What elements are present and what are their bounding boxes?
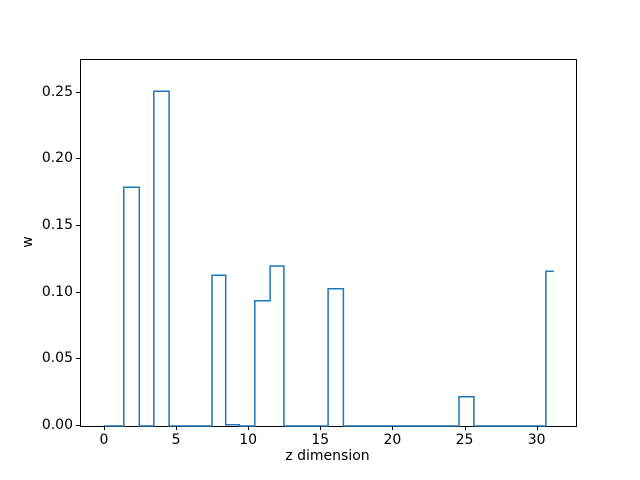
x-tick-mark — [176, 426, 178, 430]
x-axis-label: z dimension — [285, 448, 370, 464]
y-tick-mark — [76, 291, 80, 293]
y-tick-label: 0.20 — [41, 150, 73, 167]
y-tick-label: 0.15 — [41, 217, 73, 233]
y-tick-mark — [76, 225, 80, 226]
step-plot-canvas — [103, 90, 554, 427]
x-tick-mark — [392, 426, 394, 430]
x-tick-label: 25 — [455, 432, 474, 448]
plot-axes-box — [80, 59, 577, 427]
x-tick-mark — [464, 426, 466, 430]
y-tick-mark — [76, 158, 80, 160]
y-tick-mark — [76, 358, 80, 360]
x-tick-label: 0 — [99, 432, 109, 448]
step-line-series — [103, 90, 554, 427]
y-tick-mark — [76, 425, 80, 426]
y-tick-label: 0.00 — [41, 417, 73, 433]
x-tick-mark — [320, 426, 322, 430]
x-tick-label: 5 — [171, 432, 181, 448]
y-tick-label: 0.10 — [41, 283, 73, 300]
y-axis-label: w — [20, 236, 36, 248]
y-tick-label: 0.25 — [41, 83, 73, 100]
x-tick-label: 15 — [311, 432, 330, 448]
x-tick-mark — [103, 426, 105, 430]
x-tick-label: 30 — [527, 432, 546, 448]
x-tick-label: 10 — [239, 432, 258, 448]
x-tick-mark — [536, 426, 538, 430]
y-tick-label: 0.05 — [41, 350, 73, 367]
y-tick-mark — [76, 91, 80, 93]
x-tick-mark — [248, 426, 250, 430]
x-tick-label: 20 — [383, 432, 402, 448]
